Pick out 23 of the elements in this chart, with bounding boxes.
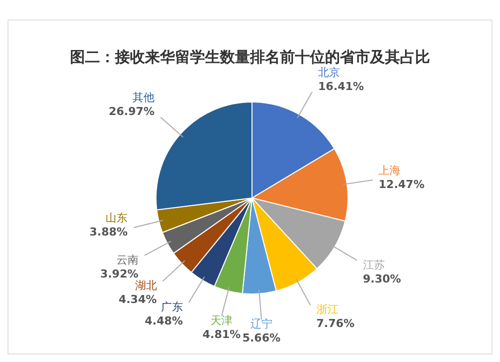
slice-label: 湖北 <box>134 279 157 292</box>
slice-label: 天津 <box>210 314 233 328</box>
data-label: 16.41% <box>318 80 364 93</box>
data-label: 7.76% <box>316 317 355 330</box>
data-label: 4.81% <box>202 328 241 342</box>
data-label: 5.66% <box>242 332 281 345</box>
data-label: 9.30% <box>362 272 402 286</box>
slice-label: 山东 <box>106 212 128 225</box>
slice-label: 云南 <box>116 253 138 266</box>
slice-label: 上海 <box>378 164 401 178</box>
slice-label: 广东 <box>160 300 183 314</box>
slice-label: 其他 <box>132 91 155 104</box>
data-label: 4.48% <box>144 314 183 328</box>
data-label: 3.92% <box>100 267 138 280</box>
slice-label: 辽宁 <box>250 318 272 331</box>
data-label: 4.34% <box>118 293 157 306</box>
slice-label: 江苏 <box>362 258 385 272</box>
data-label: 26.97% <box>108 105 155 118</box>
data-label: 3.88% <box>89 226 128 239</box>
slice-label: 浙江 <box>316 303 338 316</box>
chart-title: 图二：接收来华留学生数量排名前十位的省市及其占比 <box>70 48 430 66</box>
slice-label: 北京 <box>318 66 340 79</box>
data-label: 12.47% <box>378 178 424 192</box>
